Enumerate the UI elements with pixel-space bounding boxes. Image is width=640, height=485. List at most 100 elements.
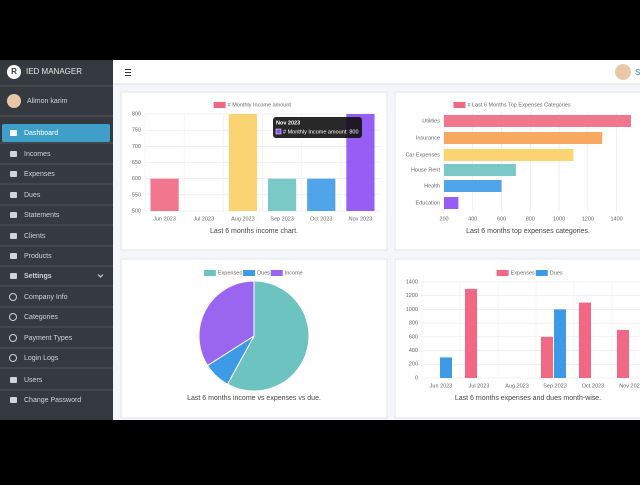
- bar: [617, 330, 629, 378]
- menu-item[interactable]: Settings: [24, 273, 52, 280]
- y-tick-label: Car Expenses: [405, 152, 440, 158]
- menu-item[interactable]: Users: [24, 377, 43, 384]
- legend-label[interactable]: Dues: [550, 270, 563, 276]
- menu-item[interactable]: Statements: [24, 212, 60, 219]
- sidebar-avatar: [7, 94, 21, 108]
- x-tick-label: Aug 2023: [505, 383, 529, 389]
- menu-icon: [9, 354, 17, 362]
- bar: [444, 132, 603, 144]
- y-tick-label: 800: [409, 321, 418, 327]
- y-tick-label: Education: [416, 200, 440, 206]
- chart-caption: Last 6 months income chart.: [210, 228, 298, 235]
- sidebar-user[interactable]: Alimon karim: [27, 98, 68, 105]
- x-tick-label: Jun 2023: [430, 383, 453, 389]
- tooltip-swatch: [275, 128, 282, 135]
- pie-slice: [198, 280, 255, 367]
- menu-icon: [9, 313, 17, 321]
- bar: [444, 164, 516, 176]
- bar: [307, 178, 336, 211]
- x-tick-label: Oct 2023: [582, 383, 604, 389]
- chart-caption: Last 6 months top expenses categories.: [466, 228, 590, 235]
- y-tick-label: 1200: [406, 293, 418, 299]
- menu-item[interactable]: Expenses: [24, 171, 55, 178]
- y-tick-label: 600: [132, 176, 141, 182]
- menu-icon: [10, 151, 17, 157]
- menu-icon: [10, 130, 17, 136]
- y-tick-label: House Rent: [411, 167, 441, 173]
- y-tick-label: 500: [132, 208, 141, 214]
- menu-item[interactable]: Payment Types: [24, 335, 73, 342]
- menu-icon: [9, 293, 17, 301]
- bar: [444, 180, 502, 192]
- x-tick-label: 200: [439, 216, 448, 222]
- menu-icon: [10, 192, 17, 198]
- bar: [444, 197, 459, 209]
- bar: [440, 357, 452, 378]
- bar: [267, 178, 297, 211]
- sidebar: [0, 60, 113, 420]
- legend-swatch: [203, 270, 216, 276]
- y-tick-label: 650: [132, 160, 141, 166]
- legend-swatch: [453, 102, 466, 108]
- brand-logo: [7, 65, 21, 79]
- menu-icon: [10, 253, 17, 259]
- y-tick-label: 200: [409, 362, 418, 368]
- x-tick-label: Jul 2023: [193, 216, 214, 222]
- toggle-bar: [125, 75, 131, 76]
- user-avatar[interactable]: [615, 64, 631, 80]
- brand-name[interactable]: IED MANAGER: [26, 67, 82, 76]
- tooltip-text: # Monthly Income amount: 800: [283, 129, 359, 135]
- chart-caption: Last 6 months income vs expenses vs due.: [187, 395, 321, 402]
- y-tick-label: Health: [424, 183, 440, 189]
- legend-label[interactable]: # Monthly Income amount: [228, 102, 292, 108]
- bar: [150, 178, 179, 211]
- menu-item[interactable]: Categories: [24, 314, 58, 321]
- y-tick-label: 400: [409, 348, 418, 354]
- menu-icon: [10, 273, 17, 279]
- x-tick-label: Sep 2023: [270, 216, 294, 222]
- menu-item[interactable]: Products: [24, 253, 52, 260]
- tooltip: [273, 117, 362, 138]
- menu-item[interactable]: Incomes: [24, 151, 51, 158]
- menu-item[interactable]: Dues: [24, 192, 41, 199]
- menu-chevron: [97, 274, 104, 278]
- menu-item[interactable]: Login Logs: [24, 355, 59, 362]
- menu-icon: [10, 233, 17, 239]
- y-tick-label: 0: [415, 375, 418, 381]
- x-tick-label: 600: [497, 216, 506, 222]
- card: [394, 258, 640, 419]
- legend-label[interactable]: Income: [285, 270, 303, 276]
- user-initial[interactable]: S: [635, 68, 640, 77]
- legend-label[interactable]: Expenses: [218, 270, 242, 276]
- menu-icon: [10, 171, 17, 177]
- legend-swatch: [213, 102, 226, 108]
- legend-swatch: [496, 270, 509, 276]
- menu-toggle[interactable]: [125, 69, 131, 76]
- y-tick-label: 800: [132, 111, 141, 117]
- bar: [541, 336, 553, 378]
- y-tick-label: 750: [132, 128, 141, 134]
- menu-item[interactable]: Clients: [24, 233, 46, 240]
- menu-item[interactable]: Company Info: [24, 294, 68, 301]
- menu-item[interactable]: Change Password: [24, 397, 81, 404]
- y-tick-label: 600: [409, 334, 418, 340]
- menu-icon: [10, 397, 17, 403]
- bar: [554, 309, 566, 378]
- y-tick-label: Insurance: [416, 135, 440, 141]
- bar: [444, 149, 574, 161]
- legend-label[interactable]: Dues: [257, 270, 270, 276]
- menu-item[interactable]: Dashboard: [24, 130, 58, 137]
- legend-swatch: [243, 270, 256, 276]
- menu-active: [2, 124, 110, 142]
- legend-label[interactable]: Expenses: [511, 270, 535, 276]
- legend-label[interactable]: # Last 6 Months Top Expenses Categories: [467, 102, 570, 108]
- y-tick-label: 700: [132, 144, 141, 150]
- x-tick-label: Oct 2023: [310, 216, 332, 222]
- toggle-bar: [125, 69, 131, 70]
- y-tick-label: 1000: [406, 307, 418, 313]
- x-tick-label: Nov 2023: [349, 216, 373, 222]
- x-tick-label: 1000: [553, 216, 565, 222]
- y-tick-label: Utilities: [422, 118, 440, 124]
- pie-slice: [226, 280, 310, 392]
